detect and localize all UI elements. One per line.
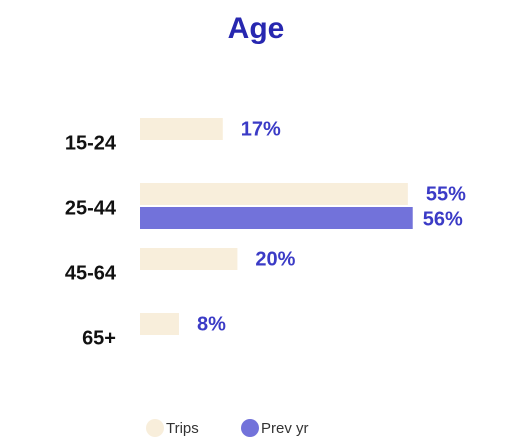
bar <box>140 183 408 205</box>
value-label: 55% <box>426 183 466 205</box>
category-label: 45-64 <box>65 262 117 284</box>
legend-label: Prev yr <box>261 420 309 437</box>
bar <box>140 207 413 229</box>
category-label: 65+ <box>82 327 116 349</box>
category-label: 15-24 <box>65 132 117 154</box>
chart-title: Age <box>228 12 285 45</box>
bar <box>140 118 223 140</box>
legend-label: Trips <box>166 420 199 437</box>
value-label: 20% <box>255 248 295 270</box>
legend-swatch <box>241 419 259 437</box>
bar <box>140 248 238 270</box>
bar <box>140 313 179 335</box>
value-label: 56% <box>423 208 463 230</box>
value-label: 17% <box>241 118 281 140</box>
value-label: 8% <box>197 313 226 335</box>
legend-swatch <box>146 419 164 437</box>
category-label: 25-44 <box>65 197 117 219</box>
